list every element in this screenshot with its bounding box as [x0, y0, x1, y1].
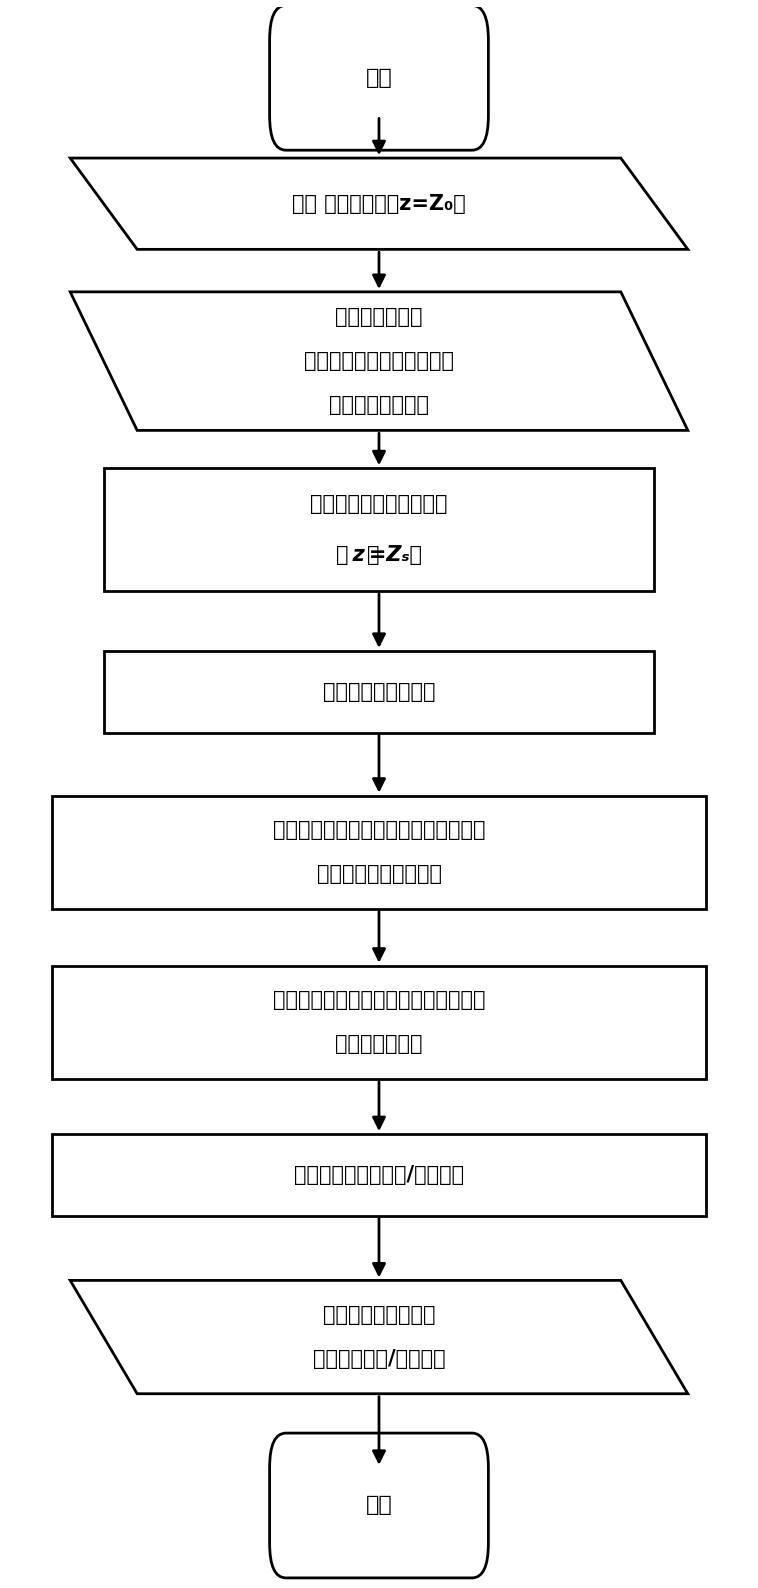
Text: 推进方向单位向量: 推进方向单位向量 [329, 395, 429, 414]
Text: 线与端帮多段线的交点: 线与端帮多段线的交点 [317, 864, 441, 885]
Polygon shape [70, 292, 688, 430]
Text: 求解从运输起点经端帮运输到运输终点: 求解从运输起点经端帮运输到运输终点 [273, 991, 485, 1010]
Polygon shape [70, 159, 688, 249]
Text: （ z =Zₛ）: （ z =Zₛ） [336, 545, 422, 565]
Text: 求解垂直运输的爬坡/下坡距离: 求解垂直运输的爬坡/下坡距离 [294, 1166, 464, 1185]
Text: 垂直运输爬坡/下坡距离: 垂直运输爬坡/下坡距离 [313, 1350, 445, 1369]
Text: 结束: 结束 [365, 1496, 393, 1515]
Text: 确定端帮多段线偏移距离: 确定端帮多段线偏移距离 [310, 494, 448, 515]
Bar [52, 796, 706, 908]
Text: 输入运输起点、: 输入运输起点、 [335, 306, 423, 327]
Bar [52, 1134, 706, 1216]
Bar [104, 468, 654, 591]
Bar [52, 966, 706, 1078]
Text: 选取 端帮基准线（z=Z₀）: 选取 端帮基准线（z=Z₀） [292, 194, 466, 214]
Text: 运输终点坐标、采场工作面: 运输终点坐标、采场工作面 [304, 351, 454, 372]
Text: 输出水平运输距离、: 输出水平运输距离、 [323, 1305, 435, 1324]
FancyBboxPatch shape [270, 1432, 488, 1578]
Polygon shape [70, 1280, 688, 1394]
Text: 计算端帮偏移多段线: 计算端帮偏移多段线 [323, 681, 435, 702]
Text: 分别确定过运输起点、运输终点的工作: 分别确定过运输起点、运输终点的工作 [273, 821, 485, 840]
Text: 的水平运输距离: 的水平运输距离 [335, 1034, 423, 1054]
Text: （: （ [367, 545, 379, 565]
Text: 开始: 开始 [365, 68, 393, 87]
FancyBboxPatch shape [270, 5, 488, 151]
Bar [104, 651, 654, 732]
